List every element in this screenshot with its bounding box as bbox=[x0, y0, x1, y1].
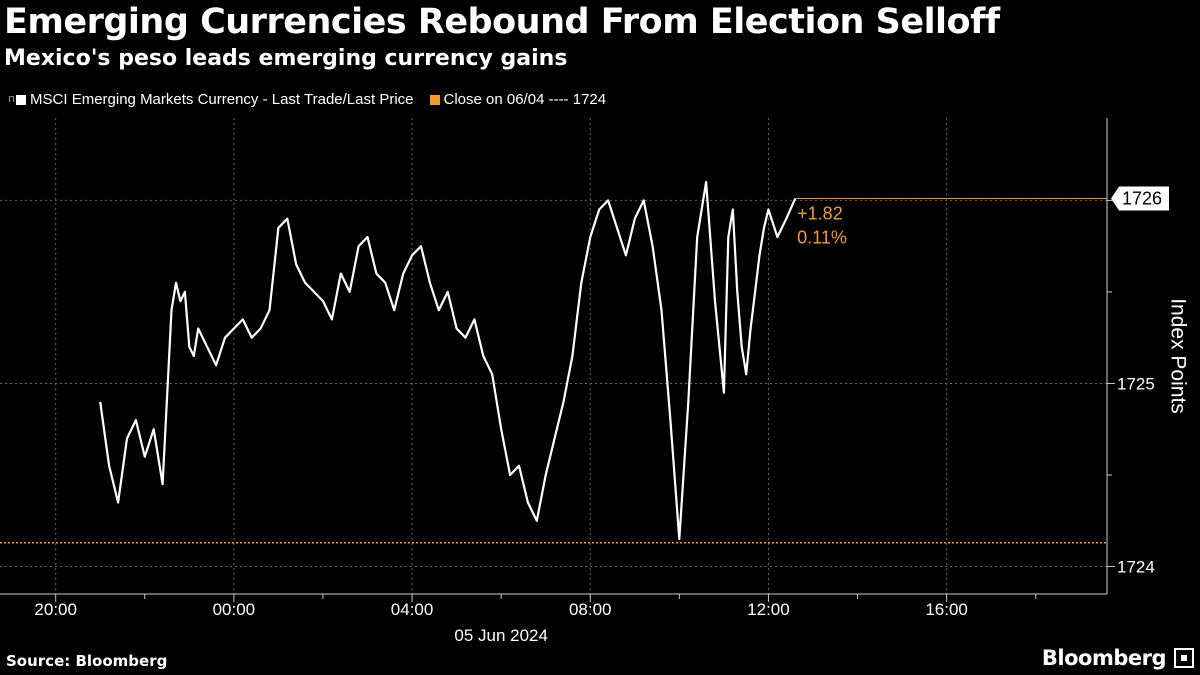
last-value-label: 1726 bbox=[1122, 189, 1162, 209]
x-tick-label: 04:00 bbox=[391, 600, 434, 619]
y-axis-title: Index Points bbox=[1166, 298, 1189, 414]
x-tick-label: 00:00 bbox=[213, 600, 256, 619]
change-pct-label: 0.11% bbox=[797, 228, 847, 248]
chart-title: Emerging Currencies Rebound From Electio… bbox=[4, 2, 1000, 42]
legend-swatch-close bbox=[429, 94, 440, 105]
series-line-price bbox=[99, 181, 797, 541]
x-tick-label: 20:00 bbox=[34, 600, 77, 619]
x-date-label: 05 Jun 2024 bbox=[454, 626, 548, 645]
legend-label-close: Close on 06/04 ---- 1724 bbox=[443, 91, 607, 108]
x-tick-label: 12:00 bbox=[747, 600, 790, 619]
change-label: +1.82 bbox=[797, 204, 843, 224]
legend-label-price: MSCI Emerging Markets Currency - Last Tr… bbox=[30, 91, 414, 108]
legend-marker-icon: ⊓ bbox=[8, 94, 16, 104]
legend-item-close: Close on 06/04 ---- 1724 bbox=[429, 91, 607, 108]
y-tick-label: 1724 bbox=[1117, 558, 1155, 577]
legend: ⊓ MSCI Emerging Markets Currency - Last … bbox=[8, 91, 622, 108]
source-note: Source: Bloomberg bbox=[6, 652, 168, 670]
x-tick-label: 08:00 bbox=[569, 600, 612, 619]
y-tick-label: 1725 bbox=[1117, 374, 1155, 393]
bloomberg-terminal-icon bbox=[1174, 648, 1194, 668]
last-value-tag bbox=[1111, 186, 1169, 211]
legend-item-price: ⊓ MSCI Emerging Markets Currency - Last … bbox=[8, 91, 414, 108]
legend-swatch-price bbox=[16, 94, 27, 105]
chart-subtitle: Mexico's peso leads emerging currency ga… bbox=[4, 46, 568, 71]
brand-logo: Bloomberg bbox=[1041, 646, 1167, 670]
x-tick-label: 16:00 bbox=[925, 600, 968, 619]
